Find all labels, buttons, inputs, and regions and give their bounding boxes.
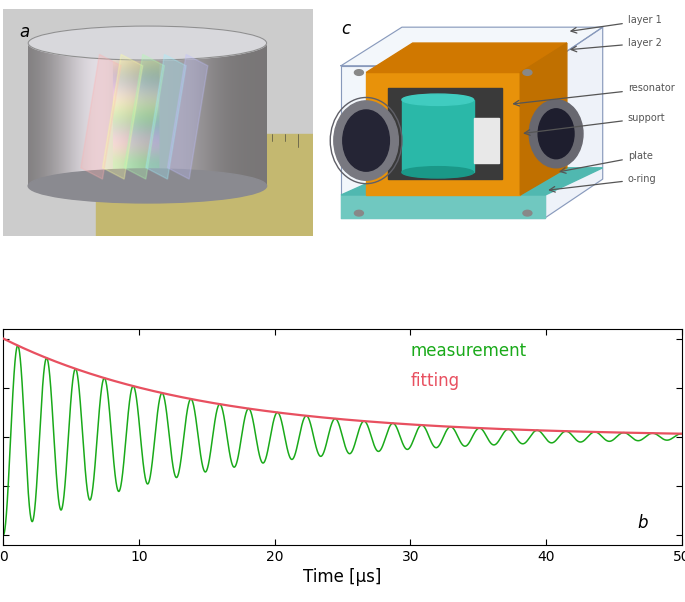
Polygon shape	[366, 72, 520, 195]
Text: measurement: measurement	[410, 342, 527, 360]
Bar	[473, 118, 499, 163]
Polygon shape	[366, 43, 567, 72]
Bar	[402, 100, 473, 172]
Ellipse shape	[530, 100, 583, 168]
Text: support: support	[525, 113, 665, 135]
Ellipse shape	[28, 169, 266, 203]
Ellipse shape	[402, 94, 473, 105]
Ellipse shape	[334, 101, 399, 180]
Ellipse shape	[342, 110, 389, 171]
Polygon shape	[81, 54, 121, 179]
Polygon shape	[520, 43, 567, 195]
Ellipse shape	[354, 210, 364, 216]
Polygon shape	[341, 27, 603, 66]
Bar	[97, 134, 313, 236]
Polygon shape	[341, 66, 545, 218]
Polygon shape	[341, 168, 603, 195]
Ellipse shape	[538, 109, 574, 159]
Text: fitting: fitting	[410, 372, 460, 390]
Text: b: b	[638, 514, 648, 532]
Text: c: c	[341, 20, 350, 39]
Ellipse shape	[523, 70, 532, 75]
X-axis label: Time [μs]: Time [μs]	[303, 568, 382, 586]
Text: plate: plate	[560, 152, 653, 173]
Polygon shape	[545, 27, 603, 218]
Text: resonator: resonator	[514, 84, 675, 106]
Polygon shape	[103, 54, 142, 179]
Text: o-ring: o-ring	[549, 174, 656, 192]
Ellipse shape	[28, 26, 266, 60]
Bar	[388, 88, 502, 179]
Ellipse shape	[402, 167, 473, 178]
Ellipse shape	[354, 70, 364, 75]
Text: a: a	[19, 23, 29, 41]
Polygon shape	[341, 195, 545, 218]
Ellipse shape	[523, 210, 532, 216]
Text: layer 1: layer 1	[571, 16, 662, 33]
Text: layer 2: layer 2	[571, 38, 662, 52]
Polygon shape	[168, 54, 208, 179]
Polygon shape	[124, 54, 164, 179]
Polygon shape	[146, 54, 186, 179]
